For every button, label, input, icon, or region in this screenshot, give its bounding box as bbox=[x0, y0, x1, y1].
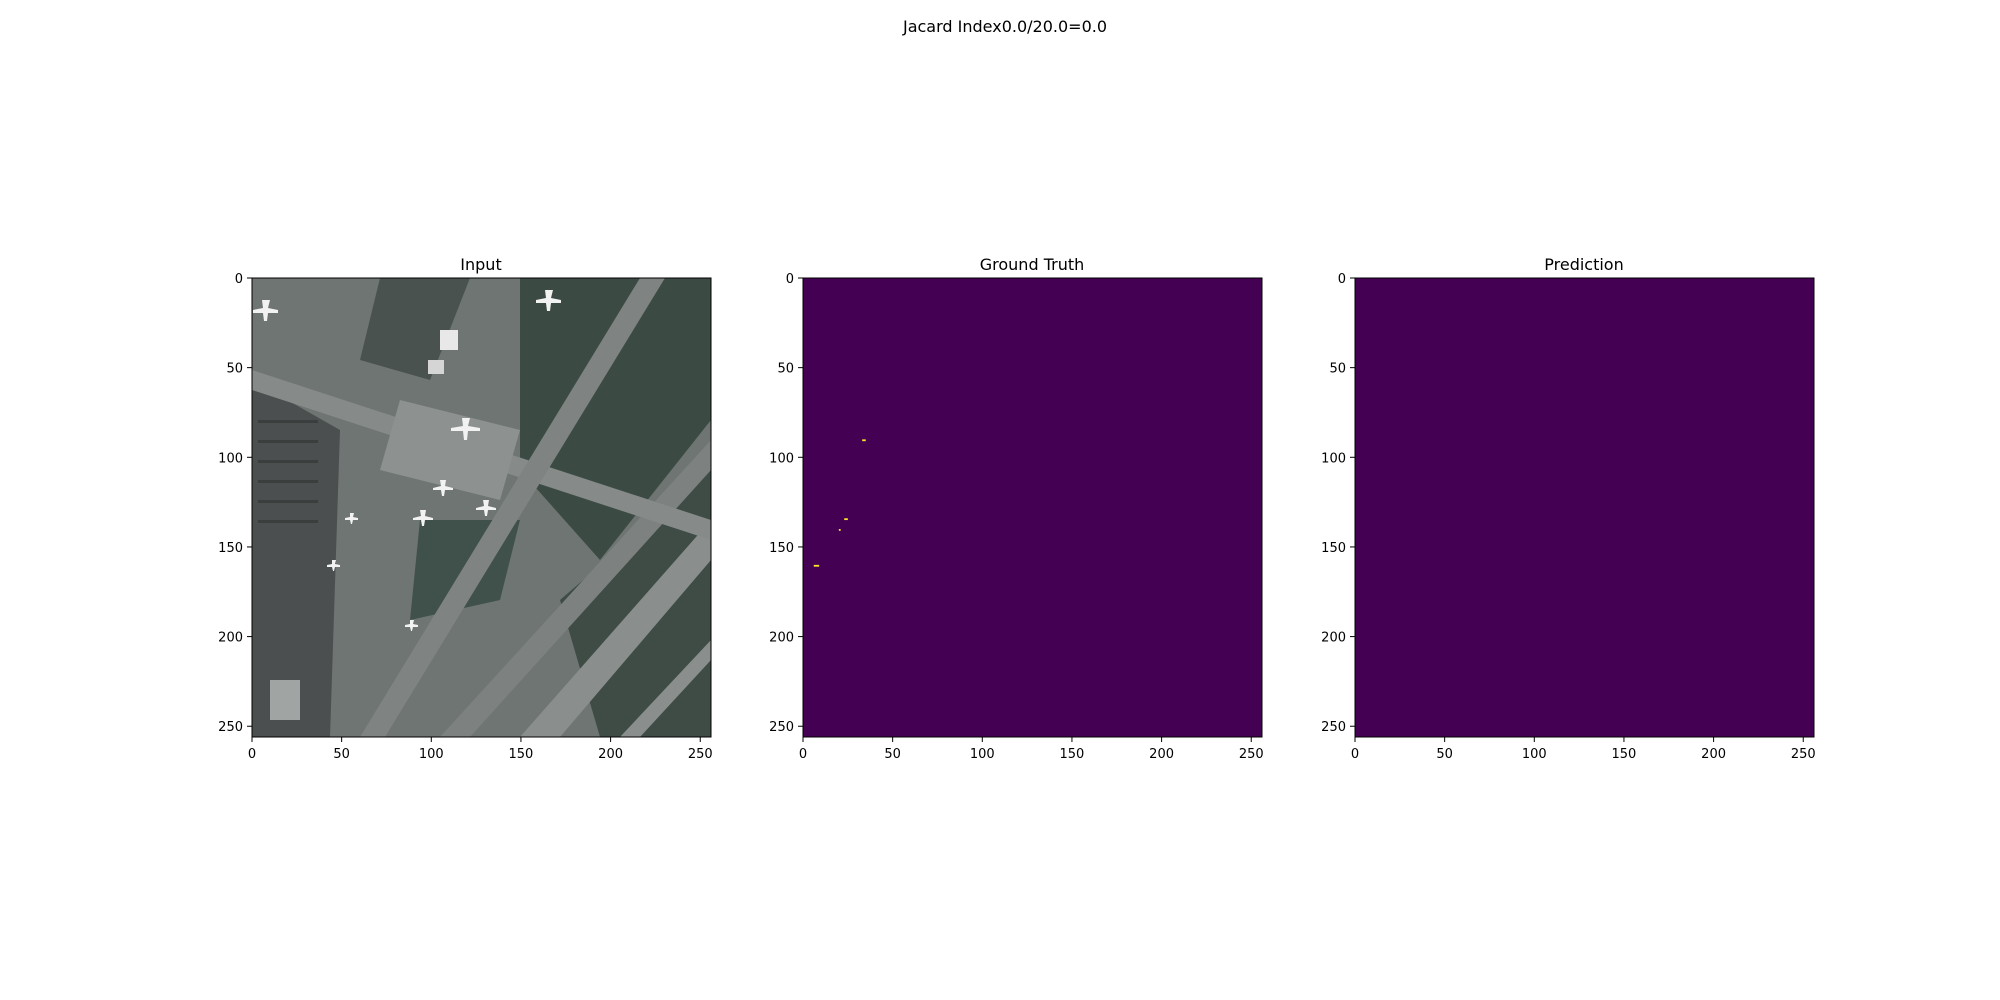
axes-frame bbox=[1354, 277, 1815, 738]
y-tick-label: 100 bbox=[769, 451, 794, 466]
axes-frame bbox=[802, 277, 1263, 738]
y-tick-label: 200 bbox=[1321, 631, 1346, 646]
ground-truth-panel: Ground Truth 0 50 100 150 200 250 0 50 100 150 200… bbox=[769, 255, 1263, 762]
ground-truth-panel-title: Ground Truth bbox=[980, 255, 1085, 274]
x-tick-label: 50 bbox=[1436, 747, 1453, 762]
input-panel-title: Input bbox=[460, 255, 501, 274]
axes-frame bbox=[251, 277, 712, 738]
input-panel: Input bbox=[218, 255, 712, 762]
aerial-airport-image bbox=[252, 278, 711, 737]
x-tick-label: 150 bbox=[509, 747, 534, 762]
y-tick-label: 0 bbox=[1338, 272, 1346, 287]
y-tick-label: 50 bbox=[1329, 362, 1346, 377]
x-tick-label: 200 bbox=[1149, 747, 1174, 762]
mask-foreground-pixel bbox=[862, 439, 866, 442]
x-tick-label: 150 bbox=[1060, 747, 1085, 762]
mask-background bbox=[803, 278, 1262, 737]
x-tick-label: 200 bbox=[1701, 747, 1726, 762]
y-tick-label: 0 bbox=[786, 272, 794, 287]
x-tick-label: 100 bbox=[1522, 747, 1547, 762]
mask-foreground-pixel bbox=[844, 518, 848, 521]
y-tick-label: 250 bbox=[769, 720, 794, 735]
y-tick-label: 100 bbox=[218, 451, 243, 466]
x-tick-label: 250 bbox=[1239, 747, 1264, 762]
x-tick-label: 50 bbox=[884, 747, 901, 762]
x-tick-label: 0 bbox=[1351, 747, 1359, 762]
y-tick-label: 50 bbox=[777, 362, 794, 377]
x-tick-label: 0 bbox=[248, 747, 256, 762]
figure-suptitle: Jacard Index0.0/20.0=0.0 bbox=[902, 17, 1107, 36]
y-tick-label: 200 bbox=[769, 631, 794, 646]
y-tick-label: 250 bbox=[218, 720, 243, 735]
mask-foreground-pixel bbox=[838, 529, 841, 531]
y-tick-label: 250 bbox=[1321, 720, 1346, 735]
y-tick-label: 50 bbox=[226, 362, 243, 377]
y-tick-label: 150 bbox=[218, 541, 243, 556]
mask-background bbox=[1355, 278, 1814, 737]
y-tick-label: 100 bbox=[1321, 451, 1346, 466]
y-tick-label: 150 bbox=[769, 541, 794, 556]
y-tick-label: 0 bbox=[235, 272, 243, 287]
prediction-panel-title: Prediction bbox=[1544, 255, 1623, 274]
x-tick-label: 200 bbox=[598, 747, 623, 762]
prediction-panel: Prediction 0 50 100 150 200 250 0 50 100 150 200 25… bbox=[1321, 255, 1815, 762]
x-tick-label: 100 bbox=[970, 747, 995, 762]
x-tick-label: 250 bbox=[688, 747, 713, 762]
x-tick-label: 250 bbox=[1791, 747, 1816, 762]
mask-foreground-pixel bbox=[813, 564, 820, 567]
x-tick-label: 0 bbox=[799, 747, 807, 762]
y-tick-label: 150 bbox=[1321, 541, 1346, 556]
x-tick-label: 50 bbox=[333, 747, 350, 762]
x-tick-label: 150 bbox=[1612, 747, 1637, 762]
x-tick-label: 100 bbox=[419, 747, 444, 762]
y-tick-label: 200 bbox=[218, 631, 243, 646]
